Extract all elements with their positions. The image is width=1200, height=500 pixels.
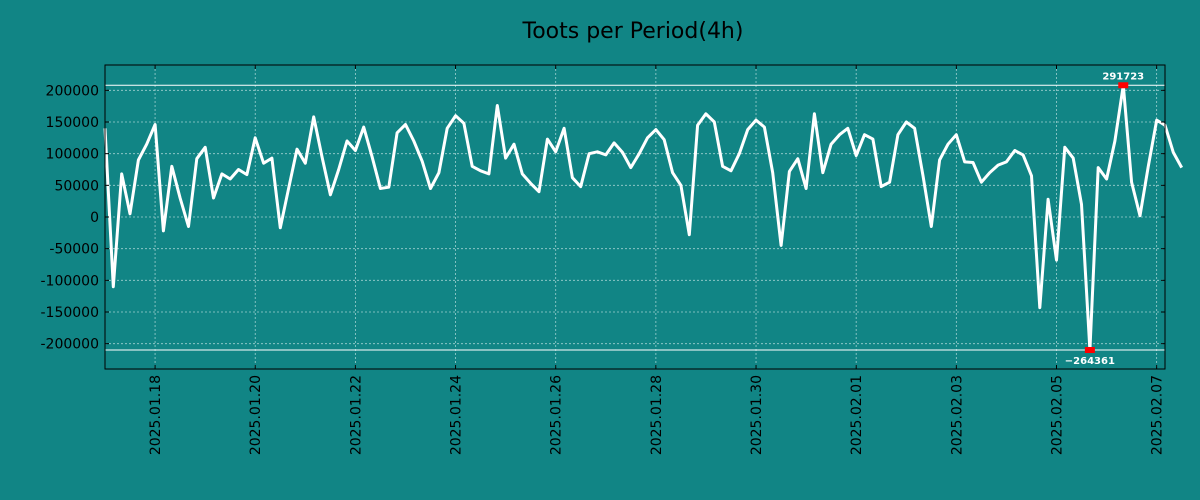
extreme-reference-lines <box>105 84 1165 351</box>
x-tick-label: 2025.01.30 <box>749 375 765 455</box>
x-tick-label: 2025.01.24 <box>449 375 465 455</box>
y-tick-label: -50000 <box>49 242 99 258</box>
min-value-label: −264361 <box>1065 356 1115 367</box>
axis-layer: 200000 150000 100000 50000 0 -50000 -100000 -15… <box>41 64 1166 455</box>
series-layer <box>103 83 1184 352</box>
y-tick-label: -200000 <box>41 337 100 353</box>
min-marker <box>1084 347 1095 353</box>
y-tick-label: -150000 <box>41 305 100 321</box>
x-tick-label: 2025.02.05 <box>1049 375 1065 455</box>
y-tick-label: -100000 <box>41 273 100 289</box>
max-value-label: 291723 <box>1102 71 1144 82</box>
y-tick-label: 200000 <box>46 83 99 99</box>
x-tick-label: 2025.01.22 <box>348 375 364 455</box>
x-tick-label: 2025.02.01 <box>849 375 865 455</box>
x-tick-label: 2025.01.20 <box>248 375 264 455</box>
chart-title: Toots per Period(4h) <box>522 19 744 44</box>
x-tick-label: 2025.01.28 <box>649 375 665 455</box>
y-tick-label: 150000 <box>46 115 99 131</box>
plot-frame <box>104 64 1166 370</box>
extreme-markers: 291723 −264361 <box>1065 71 1144 367</box>
series-line <box>103 83 1184 352</box>
x-tick-label: 2025.01.18 <box>148 375 164 455</box>
x-tick-label: 2025.01.26 <box>549 375 565 455</box>
max-marker <box>1118 82 1129 89</box>
y-tick-label: 0 <box>90 210 99 226</box>
y-tick-label: 100000 <box>46 147 99 163</box>
grid-layer <box>105 65 1165 369</box>
x-tick-label: 2025.02.03 <box>949 375 965 455</box>
y-tick-label: 50000 <box>54 178 99 194</box>
x-tick-label: 2025.02.07 <box>1150 375 1166 455</box>
